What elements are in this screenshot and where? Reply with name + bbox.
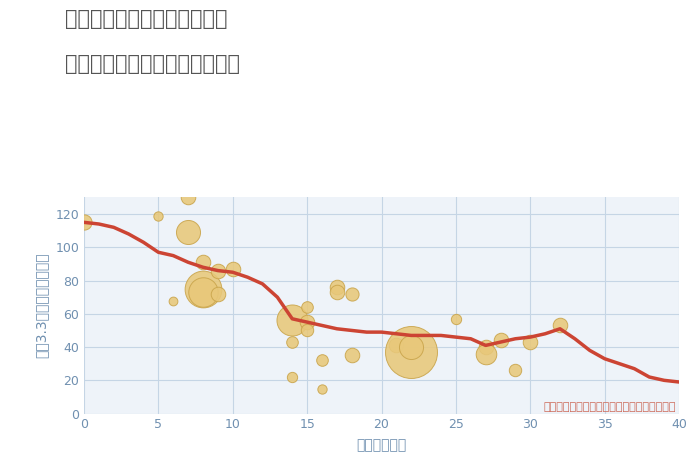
Point — [316, 385, 328, 392]
Point — [510, 367, 521, 374]
Point — [197, 258, 209, 266]
Point — [391, 342, 402, 349]
Point — [346, 352, 357, 359]
Point — [331, 283, 342, 291]
Point — [168, 297, 179, 304]
Point — [480, 343, 491, 351]
Point — [302, 318, 313, 326]
Point — [287, 373, 298, 381]
Point — [525, 338, 536, 346]
Point — [287, 317, 298, 324]
Point — [212, 267, 223, 274]
Point — [495, 337, 506, 344]
Point — [480, 350, 491, 358]
Point — [212, 290, 223, 298]
Point — [346, 290, 357, 298]
Point — [183, 228, 194, 236]
Point — [302, 304, 313, 311]
Point — [406, 348, 417, 356]
Point — [331, 289, 342, 296]
X-axis label: 築年数（年）: 築年数（年） — [356, 439, 407, 453]
Point — [554, 321, 566, 329]
Point — [78, 219, 90, 226]
Y-axis label: 坪（3.3㎡）単価（万円）: 坪（3.3㎡）単価（万円） — [34, 253, 48, 358]
Point — [406, 343, 417, 351]
Text: 円の大きさは、取引のあった物件面積を示す: 円の大きさは、取引のあった物件面積を示す — [543, 402, 676, 412]
Point — [450, 315, 461, 322]
Point — [316, 357, 328, 364]
Point — [197, 289, 209, 296]
Point — [197, 285, 209, 293]
Text: 築年数別中古マンション坪単価: 築年数別中古マンション坪単価 — [64, 54, 239, 74]
Point — [287, 338, 298, 346]
Point — [227, 265, 238, 273]
Text: 愛知県稲沢市平和町西光坊の: 愛知県稲沢市平和町西光坊の — [64, 9, 228, 30]
Point — [183, 194, 194, 201]
Point — [153, 212, 164, 219]
Point — [302, 327, 313, 334]
